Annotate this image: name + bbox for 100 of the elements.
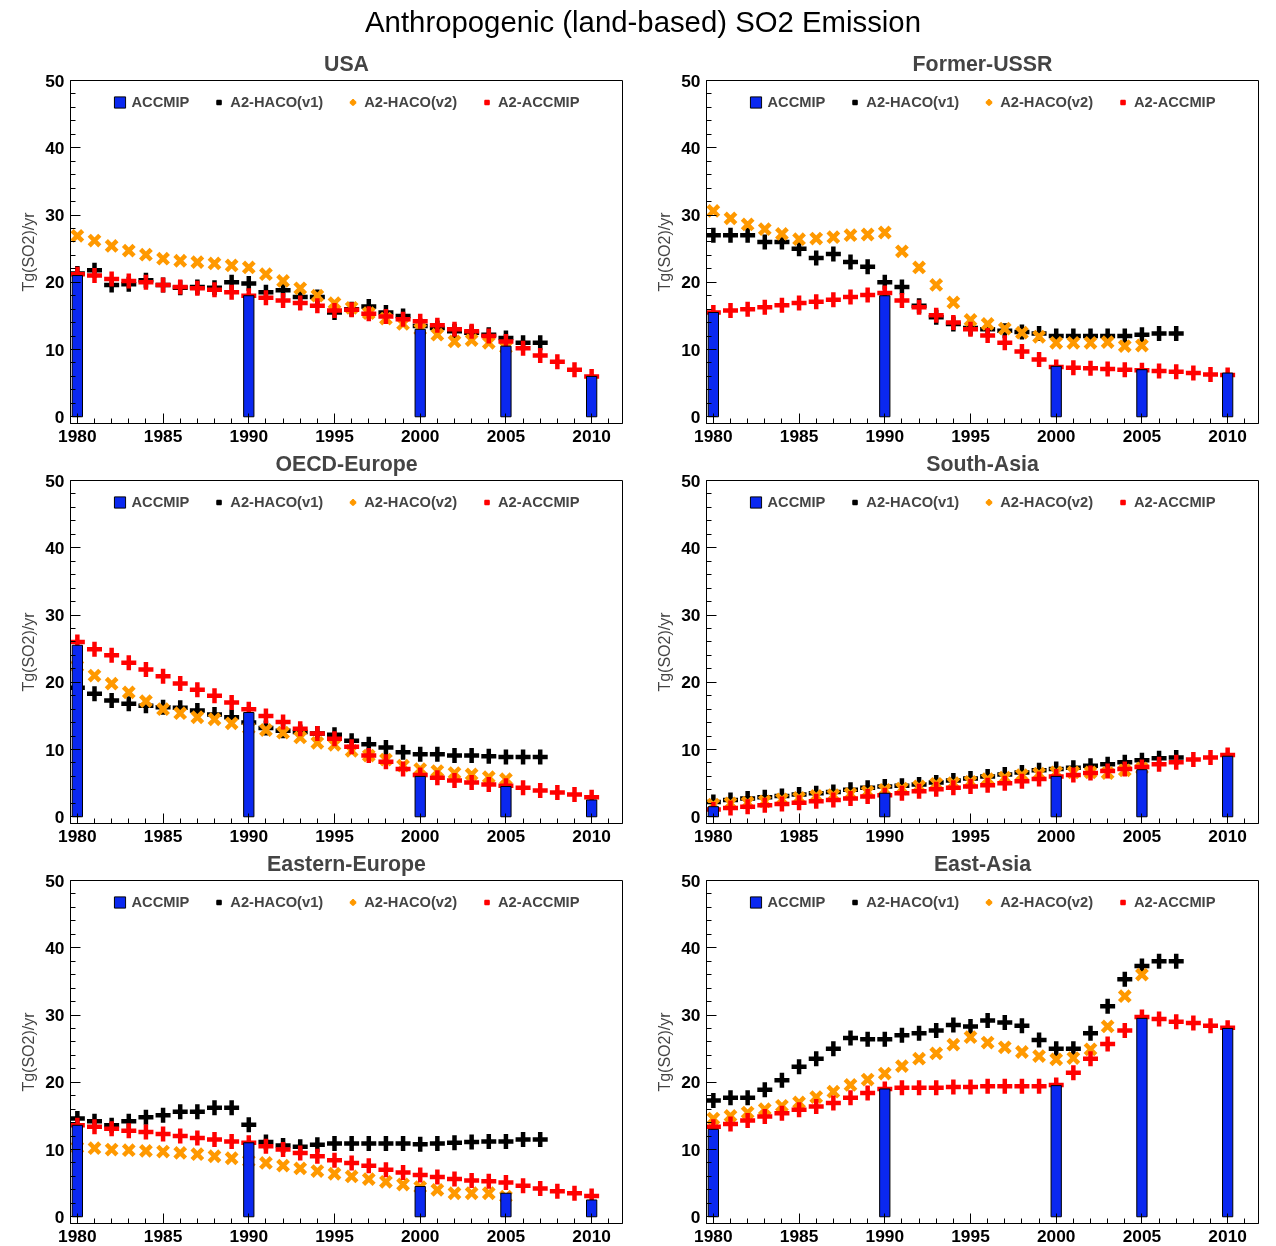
chart-title: OECD-Europe — [275, 451, 418, 476]
x-tick-label: 1980 — [58, 1225, 97, 1246]
y-tick-label: 0 — [54, 1206, 65, 1227]
legend-label: A2-HACO(v2) — [364, 494, 458, 510]
y-tick-label: 0 — [54, 406, 65, 427]
y-tick-label: 0 — [690, 1206, 701, 1227]
x-tick-label: 1990 — [865, 425, 905, 446]
chart-title: Eastern-Europe — [267, 851, 427, 876]
y-tick-label: 30 — [45, 605, 65, 626]
x-tick-label: 1990 — [229, 425, 269, 446]
y-tick-label: 10 — [681, 739, 701, 760]
legend-label: A2-HACO(v1) — [866, 94, 960, 110]
y-tick-label: 40 — [45, 537, 65, 558]
x-tick-label: 1985 — [143, 825, 183, 846]
y-tick-label: 0 — [54, 806, 65, 827]
x-tick-label: 1995 — [315, 825, 355, 846]
y-tick-label: 10 — [681, 339, 701, 360]
x-tick-label: 2000 — [1036, 1225, 1076, 1246]
y-axis-title: Tg(SO2)/yr — [656, 611, 674, 692]
y-tick-label: 10 — [45, 739, 65, 760]
legend-label: A2-HACO(v1) — [866, 894, 960, 910]
x-tick-label: 2010 — [1208, 1225, 1247, 1246]
y-tick-label: 0 — [690, 406, 701, 427]
x-tick-label: 1990 — [865, 1225, 905, 1246]
y-tick-label: 20 — [681, 1072, 701, 1093]
x-tick-label: 2005 — [1122, 425, 1162, 446]
legend-label: ACCMIP — [767, 494, 826, 510]
x-tick-label: 1985 — [143, 425, 183, 446]
y-axis-title: Tg(SO2)/yr — [656, 211, 674, 292]
x-tick-label: 1980 — [694, 425, 733, 446]
legend-label: ACCMIP — [131, 894, 190, 910]
y-axis-title: Tg(SO2)/yr — [20, 611, 38, 692]
legend-label: A2-ACCMIP — [498, 494, 580, 510]
legend-label: ACCMIP — [767, 894, 826, 910]
y-tick-label: 20 — [45, 672, 65, 693]
y-axis-title: Tg(SO2)/yr — [20, 1011, 38, 1092]
legend-label: A2-ACCMIP — [1134, 494, 1216, 510]
x-tick-label: 1995 — [951, 425, 991, 446]
x-tick-label: 2000 — [1036, 425, 1076, 446]
x-tick-label: 2005 — [486, 825, 526, 846]
x-tick-label: 2000 — [400, 425, 440, 446]
y-tick-label: 50 — [681, 470, 701, 491]
x-tick-label: 2010 — [572, 825, 611, 846]
legend-label: A2-HACO(v2) — [1000, 894, 1094, 910]
y-tick-label: 30 — [681, 205, 701, 226]
y-tick-label: 20 — [45, 1072, 65, 1093]
y-tick-label: 30 — [45, 205, 65, 226]
legend-label: ACCMIP — [767, 94, 826, 110]
x-tick-label: 1985 — [779, 425, 819, 446]
x-tick-label: 1995 — [951, 1225, 991, 1246]
legend-label: A2-HACO(v1) — [230, 894, 324, 910]
y-tick-label: 50 — [45, 470, 65, 491]
legend-label: A2-HACO(v2) — [364, 94, 458, 110]
y-tick-label: 30 — [681, 1005, 701, 1026]
y-tick-label: 40 — [45, 937, 65, 958]
y-tick-label: 0 — [690, 806, 701, 827]
legend-label: A2-HACO(v1) — [230, 94, 324, 110]
y-tick-label: 50 — [45, 870, 65, 891]
x-tick-label: 1990 — [865, 825, 905, 846]
x-tick-label: 1980 — [58, 425, 97, 446]
legend-label: A2-HACO(v2) — [364, 894, 458, 910]
x-tick-label: 1995 — [315, 1225, 355, 1246]
legend-label: A2-HACO(v1) — [866, 494, 960, 510]
x-tick-label: 1985 — [143, 1225, 183, 1246]
x-tick-label: 1995 — [315, 425, 355, 446]
x-tick-label: 1990 — [229, 1225, 269, 1246]
x-tick-label: 1985 — [779, 825, 819, 846]
x-tick-label: 2000 — [1036, 825, 1076, 846]
y-tick-label: 50 — [681, 870, 701, 891]
y-tick-label: 20 — [681, 672, 701, 693]
x-tick-label: 2000 — [400, 825, 440, 846]
y-tick-label: 10 — [45, 1139, 65, 1160]
legend-label: A2-HACO(v2) — [1000, 94, 1094, 110]
legend-label: A2-ACCMIP — [498, 894, 580, 910]
legend-label: ACCMIP — [131, 94, 190, 110]
y-tick-label: 30 — [681, 605, 701, 626]
x-tick-label: 2005 — [1122, 825, 1162, 846]
x-tick-label: 2010 — [1208, 425, 1247, 446]
y-axis-title: Tg(SO2)/yr — [20, 211, 38, 292]
y-tick-label: 20 — [681, 272, 701, 293]
legend-label: ACCMIP — [131, 494, 190, 510]
legend-label: A2-ACCMIP — [498, 94, 580, 110]
y-tick-label: 10 — [45, 339, 65, 360]
x-tick-label: 2010 — [572, 425, 611, 446]
legend-label: A2-HACO(v1) — [230, 494, 324, 510]
legend-label: A2-HACO(v2) — [1000, 494, 1094, 510]
x-tick-label: 2000 — [400, 1225, 440, 1246]
y-tick-label: 50 — [45, 70, 65, 91]
chart-title: Former-USSR — [912, 51, 1053, 76]
legend-label: A2-ACCMIP — [1134, 894, 1216, 910]
y-tick-label: 40 — [45, 137, 65, 158]
chart-title: USA — [323, 51, 370, 76]
y-axis-title: Tg(SO2)/yr — [656, 1011, 674, 1092]
text: Anthropogenic (land-based) SO2 Emission — [365, 5, 921, 39]
x-tick-label: 2005 — [1122, 1225, 1162, 1246]
legend-label: A2-ACCMIP — [1134, 94, 1216, 110]
x-tick-label: 1985 — [779, 1225, 819, 1246]
x-tick-label: 2005 — [486, 1225, 526, 1246]
x-tick-label: 2010 — [572, 1225, 611, 1246]
y-tick-label: 50 — [681, 70, 701, 91]
